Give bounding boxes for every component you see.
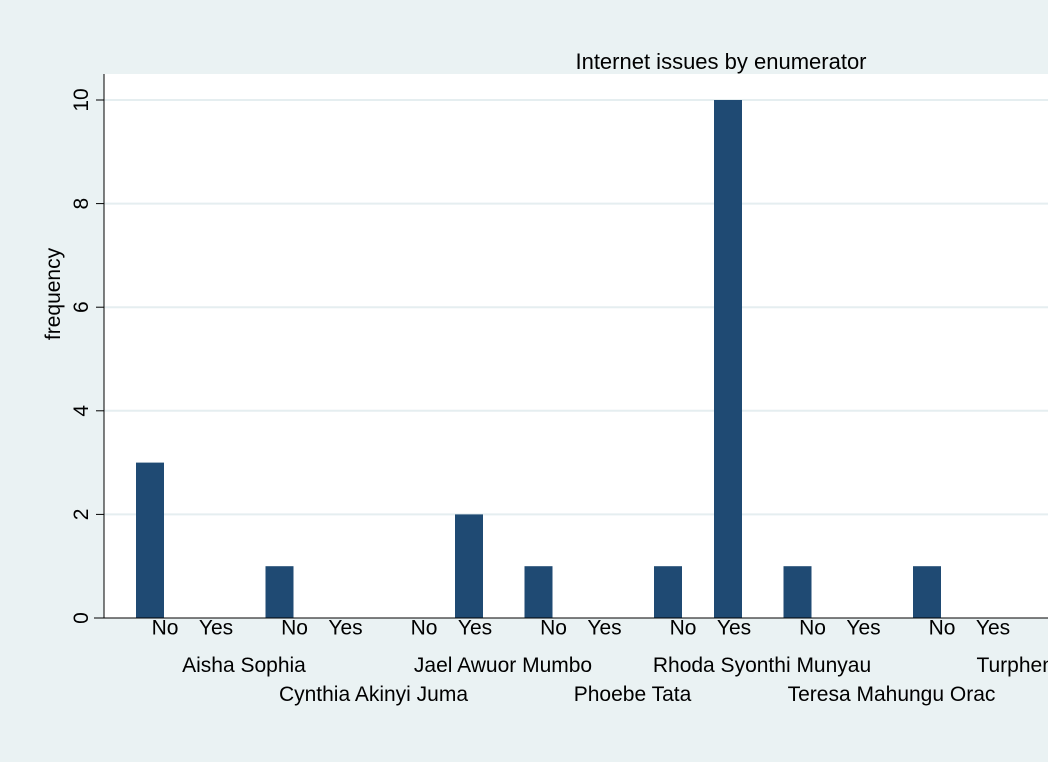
y-tick-label: 2 [70,509,93,521]
y-tick-label: 4 [70,405,93,417]
bar [913,566,941,618]
subcategory-label: Yes [199,617,233,640]
bars [136,100,941,618]
bar [265,566,294,618]
y-axis-ticks: 0 2 4 6 8 10 [70,88,104,624]
bar [455,514,483,618]
group-label: Cynthia Akinyi Juma [279,683,468,706]
group-label: Teresa Mahungu Orac [788,683,996,706]
y-tick-label: 6 [70,301,93,313]
group-label: Turphena [976,654,1048,677]
subcategory-label: No [281,617,308,640]
subcategory-label: No [670,617,697,640]
subcategory-label: Yes [717,617,751,640]
y-tick-label: 0 [70,612,93,624]
subcategory-label: Yes [587,617,621,640]
subcategory-label: No [540,617,567,640]
gridlines [104,99,1048,516]
subcategory-label: No [799,617,826,640]
subcategory-label: Yes [976,617,1010,640]
group-label: Phoebe Tata [574,683,692,706]
bar [136,462,164,618]
subcategory-label: Yes [328,617,362,640]
group-label: Rhoda Syonthi Munyau [653,654,871,677]
y-tick-label: 10 [70,88,93,111]
bar [654,566,682,618]
subcategory-label: Yes [846,617,880,640]
subcategory-label: No [929,617,956,640]
group-label: Aisha Sophia [182,654,306,677]
plot-area [104,74,1048,618]
subcategory-label: No [152,617,179,640]
bar [714,100,742,618]
bar [783,566,812,618]
chart-title: Internet issues by enumerator [575,49,866,74]
bar [524,566,553,618]
y-tick-label: 8 [70,198,93,210]
y-axis-label: frequency [42,247,65,340]
subcategory-label: Yes [458,617,492,640]
group-label: Jael Awuor Mumbo [414,654,592,677]
subcategory-label: No [411,617,438,640]
